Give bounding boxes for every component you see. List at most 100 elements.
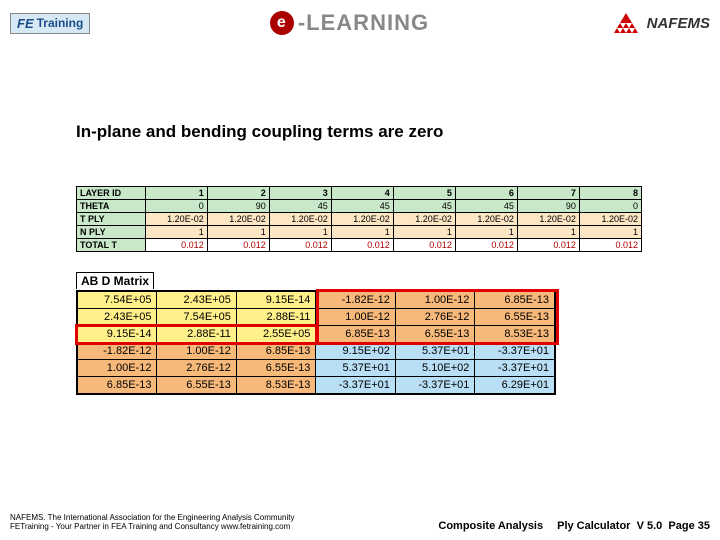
cell: 1.20E-02 [145,213,207,226]
cell: 1.00E-12 [395,292,475,309]
cell: 45 [331,200,393,213]
abd-matrix-title: AB D Matrix [76,272,154,289]
fe-training-logo: FE Training [10,13,90,34]
cell: 6.55E-13 [395,326,475,343]
col-header: 1 [145,187,207,200]
col-header: 2 [207,187,269,200]
cell: 45 [393,200,455,213]
cell: 1.00E-12 [78,360,157,377]
cell: 1 [331,226,393,239]
cell: 9.15E-14 [236,292,315,309]
page-number: Page 35 [668,520,710,532]
tables-container: LAYER ID 1 2 3 4 5 6 7 8 THETA 0 90 45 4… [76,186,642,395]
footer: NAFEMS. The International Association fo… [0,513,720,532]
cell: 9.15E+02 [316,343,396,360]
cell: 2.88E-11 [236,309,315,326]
col-header: 8 [579,187,641,200]
triangle-icon [609,13,643,33]
module-name: Ply Calculator [557,520,630,532]
cell: 1.20E-02 [455,213,517,226]
cell: 5.37E+01 [395,343,475,360]
cell: 1 [579,226,641,239]
layer-id-label: LAYER ID [77,187,146,200]
table-row: 9.15E-14 2.88E-11 2.55E+05 6.85E-13 6.55… [78,326,555,343]
cell: 0.012 [207,239,269,252]
table-row: N PLY 1 1 1 1 1 1 1 1 [77,226,642,239]
cell: 1.20E-02 [331,213,393,226]
cell: 1 [269,226,331,239]
footer-meta: Composite Analysis Ply Calculator V 5.0 … [438,520,710,532]
learning-text: -LEARNING [298,10,429,36]
cell: 1.00E-12 [316,309,396,326]
nafems-text: NAFEMS [647,15,710,32]
total-label: TOTAL T [77,239,146,252]
table-row: 7.54E+05 2.43E+05 9.15E-14 -1.82E-12 1.0… [78,292,555,309]
cell: -3.37E+01 [395,377,475,394]
cell: 0.012 [517,239,579,252]
cell: 45 [455,200,517,213]
header: FE Training e -LEARNING NAFEMS [0,0,720,42]
cell: 1.20E-02 [517,213,579,226]
cell: 0 [145,200,207,213]
abd-matrix-table: 7.54E+05 2.43E+05 9.15E-14 -1.82E-12 1.0… [77,291,555,394]
table-row: 1.00E-12 2.76E-12 6.55E-13 5.37E+01 5.10… [78,360,555,377]
layer-table: LAYER ID 1 2 3 4 5 6 7 8 THETA 0 90 45 4… [76,186,642,252]
cell: 0.012 [331,239,393,252]
cell: 7.54E+05 [78,292,157,309]
cell: 1.20E-02 [579,213,641,226]
footer-line2: FETraining - Your Partner in FEA Trainin… [10,522,294,532]
e-learning-logo: e -LEARNING [270,10,429,36]
cell: 2.88E-11 [157,326,236,343]
cell: 0.012 [393,239,455,252]
cell: 8.53E-13 [475,326,555,343]
cell: 2.43E+05 [157,292,236,309]
cell: 6.55E-13 [236,360,315,377]
footer-line1: NAFEMS. The International Association fo… [10,513,294,523]
cell: 5.10E+02 [395,360,475,377]
cell: 1 [393,226,455,239]
cell: 1.20E-02 [269,213,331,226]
cell: -1.82E-12 [316,292,396,309]
table-row: TOTAL T 0.012 0.012 0.012 0.012 0.012 0.… [77,239,642,252]
cell: 0.012 [269,239,331,252]
cell: 45 [269,200,331,213]
col-header: 3 [269,187,331,200]
cell: 6.55E-13 [157,377,236,394]
table-row: -1.82E-12 1.00E-12 6.85E-13 9.15E+02 5.3… [78,343,555,360]
cell: 2.55E+05 [236,326,315,343]
col-header: 6 [455,187,517,200]
table-row: 6.85E-13 6.55E-13 8.53E-13 -3.37E+01 -3.… [78,377,555,394]
cell: 1 [455,226,517,239]
cell: 90 [207,200,269,213]
version: V 5.0 [637,520,663,532]
col-header: 5 [393,187,455,200]
cell: 6.85E-13 [236,343,315,360]
cell: 2.76E-12 [395,309,475,326]
e-icon: e [270,11,294,35]
cell: 6.29E+01 [475,377,555,394]
cell: 6.85E-13 [316,326,396,343]
table-row: LAYER ID 1 2 3 4 5 6 7 8 [77,187,642,200]
cell: 6.85E-13 [78,377,157,394]
cell: 0.012 [579,239,641,252]
cell: 0.012 [455,239,517,252]
nafems-logo: NAFEMS [609,13,710,33]
logo-fe-text: FE [17,16,34,31]
nply-label: N PLY [77,226,146,239]
cell: 0 [579,200,641,213]
slide-title: In-plane and bending coupling terms are … [76,122,720,142]
cell: 1.20E-02 [207,213,269,226]
footer-credits: NAFEMS. The International Association fo… [10,513,294,532]
cell: 7.54E+05 [157,309,236,326]
cell: 1 [207,226,269,239]
cell: 8.53E-13 [236,377,315,394]
cell: 5.37E+01 [316,360,396,377]
cell: -3.37E+01 [316,377,396,394]
cell: 1.00E-12 [157,343,236,360]
theta-label: THETA [77,200,146,213]
abd-matrix-section: AB D Matrix 7.54E+05 2.43E+05 9.15E-14 -… [76,272,642,395]
abd-matrix-container: 7.54E+05 2.43E+05 9.15E-14 -1.82E-12 1.0… [76,290,556,395]
cell: 1 [517,226,579,239]
cell: 6.55E-13 [475,309,555,326]
table-row: THETA 0 90 45 45 45 45 90 0 [77,200,642,213]
